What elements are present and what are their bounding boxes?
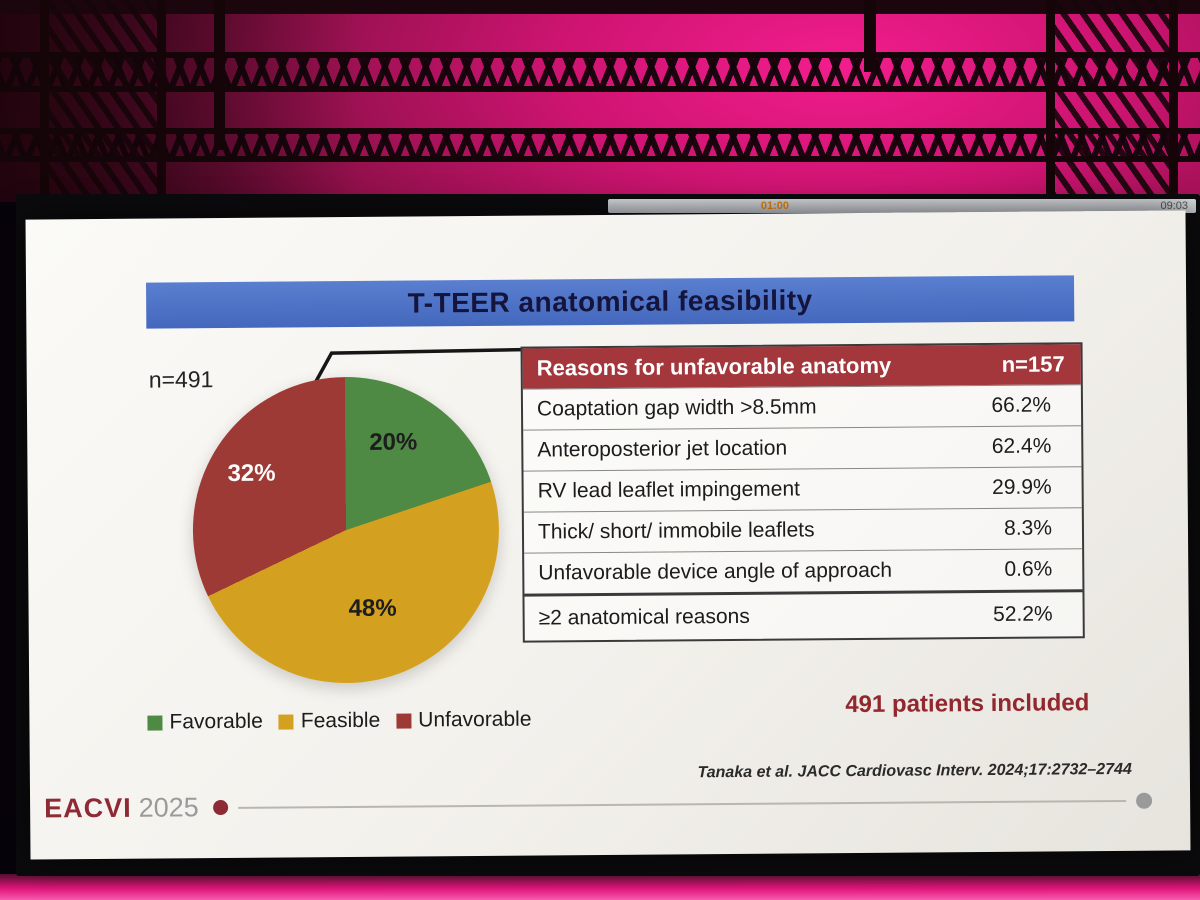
presenter-chrome-bar: 01:00 09:03 [608,199,1196,213]
row-value: 62.4% [991,434,1052,458]
legend-swatch-unfavorable [396,713,412,729]
legend-swatch-favorable [147,715,163,731]
row-label: Unfavorable device angle of approach [538,558,893,585]
legend-item-favorable: Favorable [147,710,263,735]
row-value: 8.3% [1003,516,1053,540]
row-value: 66.2% [991,393,1052,417]
table-row: Thick/ short/ immobile leaflets 8.3% [523,507,1083,553]
table-row: RV lead leaflet impingement 29.9% [523,466,1082,512]
stage-truss-tower-right [1046,0,1178,202]
row-label: Coaptation gap width >8.5mm [536,395,817,421]
stage-pole-right [864,0,876,72]
stage-backdrop-top [0,0,1200,202]
slide-title-banner: T-TEER anatomical feasibility [146,275,1075,329]
pie-slice-label-feasible: 48% [348,594,397,623]
row-label: Thick/ short/ immobile leaflets [537,518,815,544]
pie-slice-label-unfavorable: 32% [227,459,276,487]
row-value: 29.9% [992,475,1052,499]
stage-pole-left [214,0,225,150]
table-footer-row: ≥2 anatomical reasons 52.2% [524,589,1083,641]
reasons-table-n: n=157 [1001,351,1065,377]
footer-red-dot [212,799,228,816]
row-label: Anteroposterior jet location [537,436,788,462]
legend-label: Favorable [169,709,263,734]
legend-label: Feasible [300,708,381,733]
reasons-table: Reasons for unfavorable anatomy n=157 Co… [520,342,1085,643]
slide: T-TEER anatomical feasibility n=491 20% … [25,210,1191,860]
footer-grey-dot [1136,792,1153,809]
row-label: ≥2 anatomical reasons [538,604,750,630]
stage-truss-horizontal-upper [0,52,1200,92]
projection-screen: 01:00 09:03 T-TEER anatomical feasibilit… [16,194,1200,876]
reasons-table-header: Reasons for unfavorable anatomy n=157 [522,344,1081,389]
table-row: Anteroposterior jet location 62.4% [523,425,1082,471]
presenter-timer: 01:00 [760,200,790,212]
reasons-table-title: Reasons for unfavorable anatomy [536,352,892,381]
table-row: Unfavorable device angle of approach 0.6… [524,548,1083,594]
legend-item-unfavorable: Unfavorable [396,707,532,733]
row-value: 0.6% [1004,557,1053,581]
row-label: RV lead leaflet impingement [537,477,801,503]
patients-note: 491 patients included [845,689,1090,719]
eacvi-year: 2025 [138,792,199,823]
eacvi-logo: EACVI [44,792,132,824]
stage-truss-horizontal-lower [0,128,1200,162]
clock: 09:03 [1160,200,1188,212]
stage-truss-tower-left [40,0,166,202]
stage-ceiling [0,0,1200,14]
table-row: Coaptation gap width >8.5mm 66.2% [522,384,1082,430]
legend-label: Unfavorable [418,707,532,732]
slide-title: T-TEER anatomical feasibility [407,284,813,319]
stage-backdrop-bottom [0,874,1200,900]
slide-footer: EACVI 2025 [44,785,1153,825]
pie-chart [191,375,501,685]
citation: Tanaka et al. JACC Cardiovasc Interv. 20… [697,760,1132,782]
pie-slice-label-favorable: 20% [369,428,418,456]
footer-divider-line [237,799,1127,809]
pie-n-label: n=491 [148,366,214,393]
legend-item-feasible: Feasible [278,708,381,734]
row-value: 52.2% [992,602,1053,626]
pie-legend: Favorable Feasible Unfavorable [147,707,532,735]
legend-swatch-feasible [278,713,294,730]
